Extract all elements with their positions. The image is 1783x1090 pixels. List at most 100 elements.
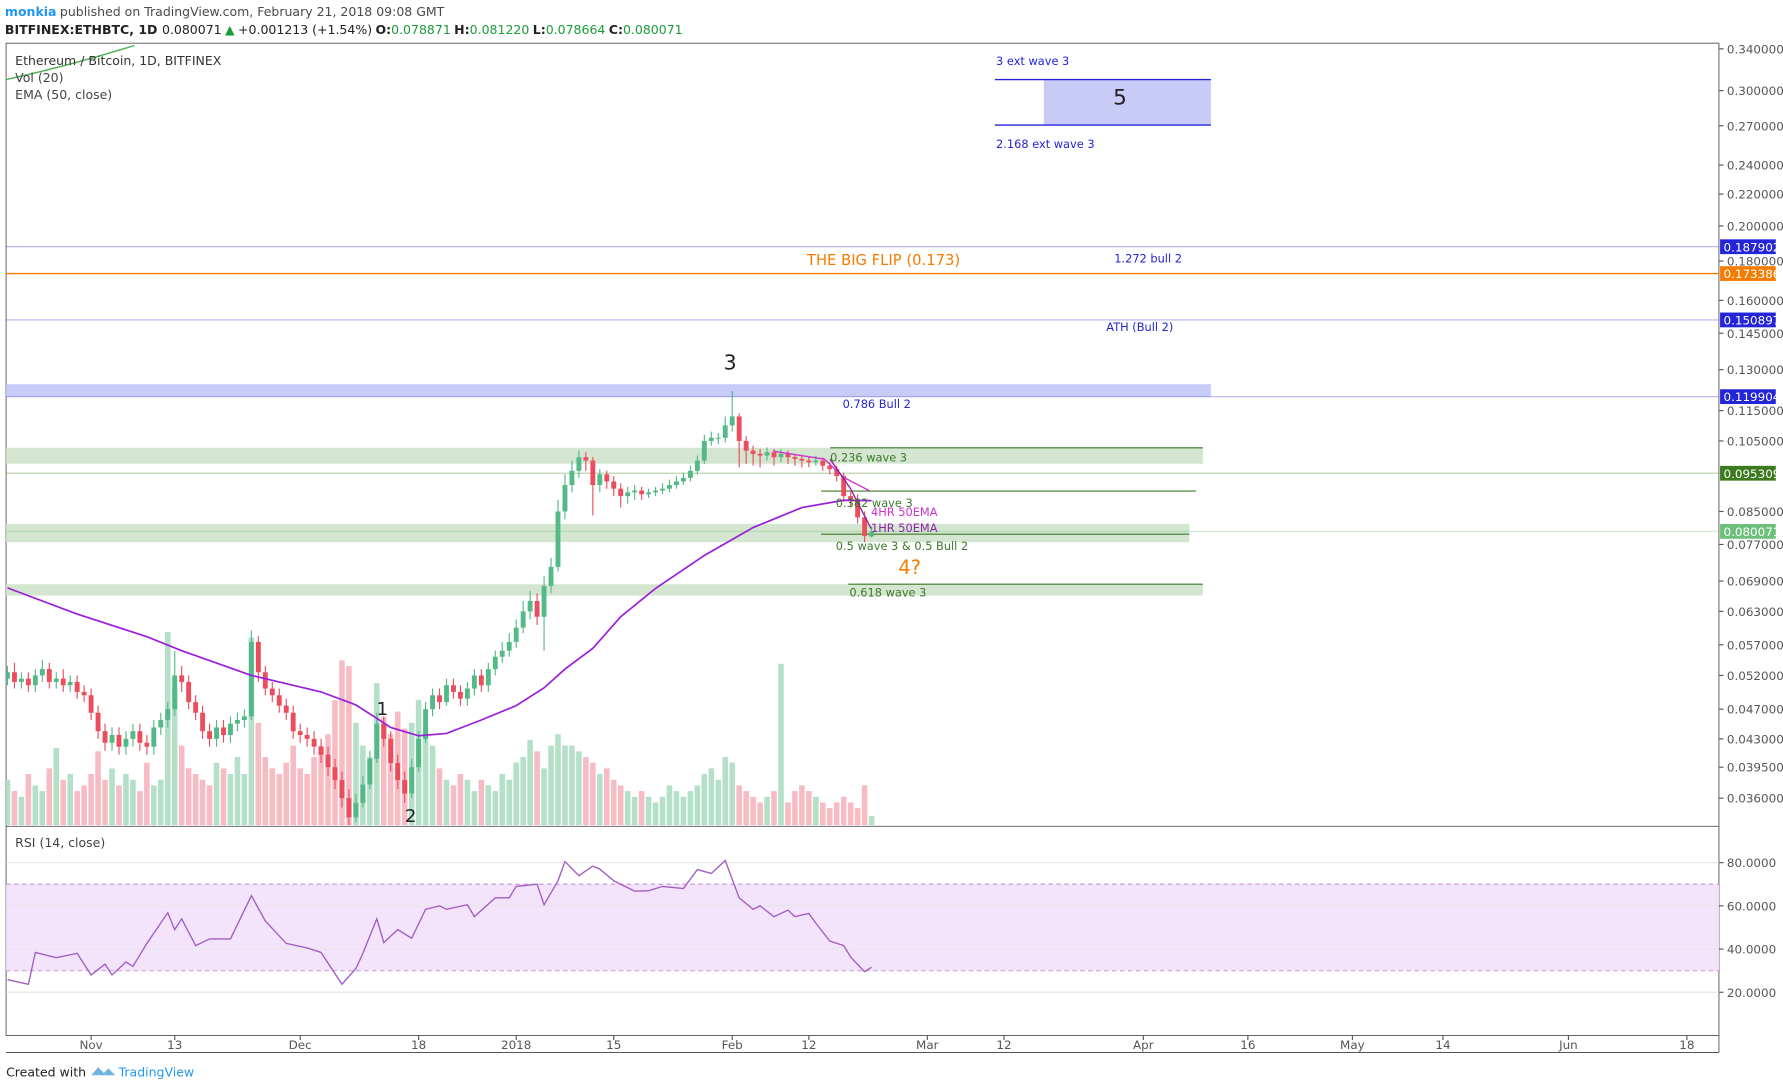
rsi-tick-label: 60.0000: [1727, 899, 1776, 913]
candle-body: [165, 709, 171, 720]
price-badge-label: 0.187902: [1723, 240, 1780, 254]
candle-body: [360, 784, 366, 803]
annotation: 0.382 wave 3: [836, 496, 913, 510]
volume-bar: [25, 774, 32, 826]
candle-body: [792, 457, 798, 459]
volume-bar: [743, 791, 749, 826]
price-badge-label: 0.150897: [1723, 313, 1780, 327]
volume-bar: [464, 779, 471, 826]
annotation: 0.5 wave 3 & 0.5 Bull 2: [836, 539, 968, 553]
volume-bar: [778, 663, 784, 826]
candle-body: [193, 702, 199, 713]
h-label: H:: [454, 22, 469, 37]
y-tick-label: 0.270000: [1727, 119, 1783, 133]
candle-body: [527, 600, 533, 612]
volume-bar: [325, 734, 331, 826]
candle-body: [471, 675, 477, 689]
c-label: C:: [609, 22, 623, 37]
y-tick-label: 0.220000: [1727, 188, 1783, 202]
y-tick-label: 0.240000: [1727, 159, 1783, 173]
volume-bar: [527, 739, 533, 826]
volume-bar: [513, 762, 519, 826]
annotation: 4?: [898, 556, 921, 579]
volume-bar: [353, 722, 359, 826]
volume-bar: [854, 808, 861, 826]
candle-body: [290, 712, 296, 732]
candle-body: [757, 453, 763, 456]
ema-1h: [829, 458, 872, 529]
candle-body: [639, 490, 645, 495]
volume-bar: [67, 774, 73, 826]
symbol-line: BITFINEX:ETHBTC, 1D 0.080071 ▲ +0.001213 (+…: [5, 22, 683, 37]
volume-bar: [687, 791, 694, 826]
candle-body: [680, 477, 686, 482]
volume-bar: [520, 756, 526, 826]
volume-bar: [631, 796, 638, 826]
candle-body: [618, 488, 624, 497]
volume-bar: [436, 768, 443, 826]
volume-bar: [799, 785, 805, 826]
x-tick-label: Jun: [1558, 1038, 1578, 1052]
candle-body: [325, 754, 331, 768]
footer-brand[interactable]: TradingView: [118, 1064, 195, 1079]
candle-body: [276, 695, 282, 706]
candle-body: [186, 681, 192, 703]
candle-body: [820, 460, 826, 466]
candle-body: [179, 675, 185, 682]
annotation: 0.786 Bull 2: [843, 397, 911, 411]
candle-body: [255, 641, 261, 673]
volume-bar: [39, 791, 46, 826]
price-badge-label: 0.095309: [1723, 467, 1780, 481]
user[interactable]: monkia: [5, 4, 57, 19]
candle-body: [12, 672, 17, 682]
candle-body: [520, 611, 526, 628]
volume-bar: [471, 791, 478, 826]
price-badge-label: 0.119904: [1723, 390, 1780, 404]
y-tick-label: 0.180000: [1727, 255, 1783, 269]
symbol: BITFINEX:ETHBTC, 1D: [5, 22, 157, 37]
candle-body: [402, 780, 408, 794]
volume-bar: [137, 791, 143, 826]
zone: [6, 523, 1190, 543]
annotation: 4HR 50EMA: [871, 505, 938, 519]
volume-bar: [638, 791, 645, 826]
x-tick-label: Nov: [79, 1038, 102, 1052]
annotation: 3: [724, 350, 737, 374]
candle-body: [311, 738, 317, 747]
x-tick-label: 18: [1679, 1038, 1694, 1052]
candle-body: [144, 742, 150, 747]
volume-bar: [206, 785, 213, 826]
candle-body: [862, 517, 868, 536]
x-tick-label: 12: [996, 1038, 1011, 1052]
volume-bar: [109, 768, 115, 826]
candle-body: [269, 688, 275, 696]
volume-bar: [311, 756, 317, 826]
candle-body: [827, 465, 833, 470]
x-tick-label: Mar: [916, 1038, 939, 1052]
volume-bar: [171, 688, 178, 826]
candle-body: [743, 440, 749, 451]
candle-body: [130, 731, 136, 739]
candle-body: [18, 678, 24, 682]
axes: 0.340000 0.300000 0.270000 0.240000 0.220000…: [79, 42, 1783, 1052]
annotation: 2: [405, 806, 417, 827]
volume-bar: [708, 768, 715, 826]
volume-bar: [60, 779, 67, 826]
candle-body: [95, 712, 101, 732]
y-tick-label: 0.063000: [1727, 605, 1783, 619]
candle-body: [67, 681, 73, 686]
price-badge-label: 0.080071: [1723, 525, 1780, 539]
volume-bar: [792, 791, 798, 826]
candle-body: [694, 460, 700, 471]
volume-bar: [32, 785, 39, 826]
volume-bar: [764, 796, 770, 826]
candle-body: [555, 511, 561, 567]
x-tick-label: 14: [1435, 1038, 1450, 1052]
candle-body: [499, 650, 505, 657]
volume-bar: [248, 637, 255, 826]
annotation: 5: [1113, 86, 1127, 111]
volume-bar: [380, 717, 387, 826]
candle-body: [241, 716, 247, 720]
candle-body: [395, 762, 401, 781]
candle-body: [750, 450, 756, 454]
